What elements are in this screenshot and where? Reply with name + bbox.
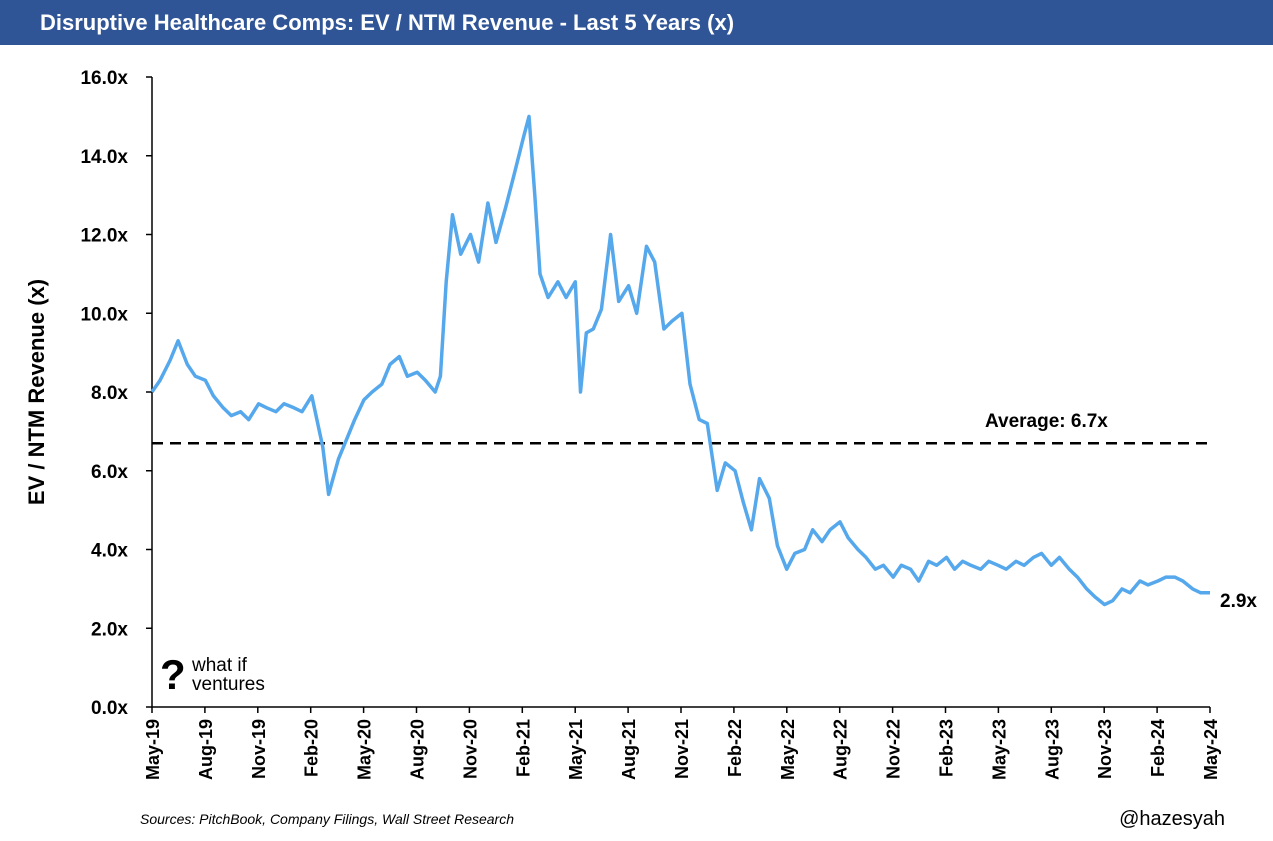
x-tick-label: May-23 [989,719,1009,780]
x-axis-ticks: May-19 Aug-19 Nov-19 Feb-20 May-20 Aug-20 Nov-… [143,707,1221,780]
x-tick-label: May-21 [566,719,586,780]
x-tick-label: Aug-19 [196,719,216,780]
x-tick-label: Aug-22 [831,719,851,780]
x-tick-label: Feb-21 [513,719,533,777]
chart-title-bar: Disruptive Healthcare Comps: EV / NTM Re… [0,0,1273,45]
y-axis-title: EV / NTM Revenue (x) [24,279,49,505]
y-tick-label: 2.0x [91,619,128,640]
x-tick-label: May-19 [143,719,163,780]
y-tick-label: 12.0x [80,226,128,247]
author-handle: @hazesyah [1119,808,1225,830]
end-value-label: 2.9x [1220,591,1257,612]
x-tick-label: Feb-24 [1148,719,1168,777]
chart-title: Disruptive Healthcare Comps: EV / NTM Re… [40,10,735,35]
y-tick-label: 10.0x [80,304,128,325]
x-tick-label: May-20 [355,719,375,780]
x-tick-label: Nov-22 [884,719,904,779]
x-tick-label: May-24 [1201,719,1221,780]
average-label: Average: 6.7x [985,411,1108,432]
y-tick-label: 14.0x [80,147,128,168]
y-axis-ticks: 0.0x 2.0x 4.0x 6.0x 8.0x 10.0x 12.0x 14.0x 16.0x [80,68,152,719]
y-axis-title-group: EV / NTM Revenue (x) [24,279,49,505]
logo: ? what if ventures [160,654,300,698]
logo-text: what if ventures [192,656,265,694]
x-tick-label: Nov-23 [1095,719,1115,779]
x-tick-label: Nov-19 [249,719,269,779]
series-line [150,114,1210,607]
y-tick-label: 8.0x [91,383,128,404]
y-tick-label: 0.0x [91,698,128,719]
axes [151,77,1210,708]
x-tick-label: Nov-21 [672,719,692,779]
source-note: Sources: PitchBook, Company Filings, Wal… [140,811,515,827]
x-tick-label: May-22 [778,719,798,780]
x-tick-label: Aug-20 [408,719,428,780]
x-tick-label: Feb-20 [302,719,322,777]
question-mark-logo-icon: ? [160,651,186,698]
y-tick-label: 16.0x [80,68,128,89]
x-tick-label: Aug-23 [1042,719,1062,780]
logo-line-1: what if [192,655,247,676]
logo-line-2: ventures [192,674,265,695]
x-tick-label: Aug-21 [619,719,639,780]
x-tick-label: Feb-23 [937,719,957,777]
x-tick-label: Feb-22 [725,719,745,777]
x-tick-label: Nov-20 [460,719,480,779]
y-tick-label: 4.0x [91,541,128,562]
y-tick-label: 6.0x [91,462,128,483]
